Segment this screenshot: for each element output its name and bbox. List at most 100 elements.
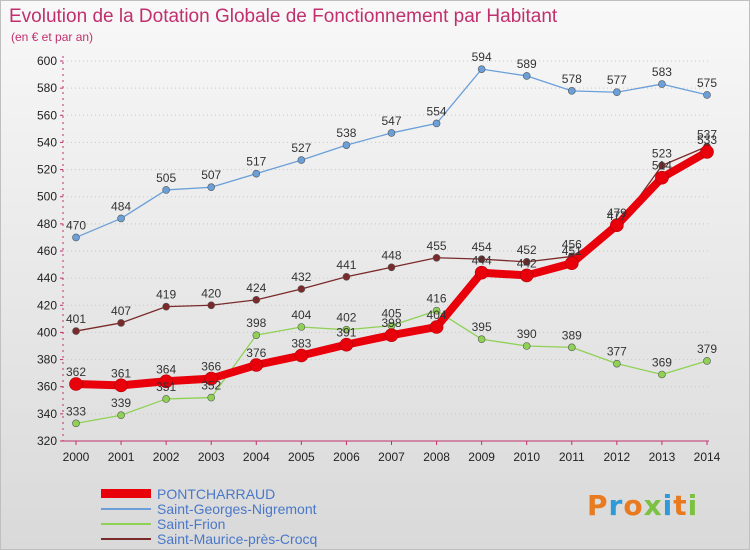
data-point xyxy=(658,161,666,170)
data-label: 589 xyxy=(517,57,537,71)
data-label: 507 xyxy=(201,168,221,182)
data-label: 389 xyxy=(562,328,582,342)
data-point xyxy=(703,91,711,99)
legend-item: Saint-Frion xyxy=(101,515,317,532)
data-point xyxy=(114,378,128,393)
y-tick-label: 500 xyxy=(37,190,57,204)
data-label: 369 xyxy=(652,356,672,370)
x-tick-label: 2001 xyxy=(108,450,135,464)
data-point xyxy=(522,342,531,350)
x-tick-label: 2002 xyxy=(153,450,180,464)
data-label: 444 xyxy=(472,254,492,268)
y-tick-label: 380 xyxy=(37,353,57,367)
data-label: 364 xyxy=(156,362,176,376)
data-point xyxy=(567,343,576,352)
data-point xyxy=(342,141,351,149)
data-point xyxy=(294,348,309,363)
data-label: 407 xyxy=(111,304,131,318)
data-label: 583 xyxy=(652,65,672,79)
data-label: 379 xyxy=(697,342,717,356)
data-label: 517 xyxy=(246,155,266,169)
y-tick-label: 480 xyxy=(37,217,57,231)
logo-letter: t xyxy=(673,489,688,522)
data-point xyxy=(252,169,261,178)
data-label: 577 xyxy=(607,73,627,87)
x-tick-label: 2005 xyxy=(288,450,315,464)
y-tick-label: 420 xyxy=(37,298,57,312)
legend-label: Saint-Maurice-près-Crocq xyxy=(157,530,318,547)
y-tick-label: 340 xyxy=(37,407,57,421)
data-point xyxy=(207,393,216,402)
data-label: 484 xyxy=(111,199,131,213)
y-tick-label: 600 xyxy=(37,54,57,68)
data-label: 352 xyxy=(201,379,221,393)
x-tick-label: 2000 xyxy=(63,450,90,464)
logo-letter: P xyxy=(587,489,609,522)
data-point xyxy=(613,359,621,368)
data-label: 398 xyxy=(381,316,401,330)
y-tick-label: 520 xyxy=(37,163,57,177)
legend-swatch xyxy=(101,489,151,498)
data-point xyxy=(207,301,216,310)
legend-label: PONTCHARRAUD xyxy=(157,485,276,502)
data-label: 537 xyxy=(697,128,717,142)
data-point xyxy=(297,156,306,164)
x-tick-label: 2006 xyxy=(333,450,360,464)
data-point xyxy=(342,272,351,281)
data-label: 451 xyxy=(562,244,582,258)
x-tick-label: 2012 xyxy=(604,450,631,464)
chart-legend: PONTCHARRAUD Saint-Georges-Nigremont Saint… xyxy=(101,485,318,547)
logo-letter: i xyxy=(662,489,674,522)
data-label: 533 xyxy=(697,133,717,147)
data-point xyxy=(204,371,219,386)
data-label: 404 xyxy=(291,308,311,322)
y-tick-label: 580 xyxy=(37,81,57,95)
data-point xyxy=(655,170,669,185)
data-label: 441 xyxy=(336,258,356,272)
data-point xyxy=(252,296,261,304)
data-point xyxy=(117,319,125,327)
data-point xyxy=(297,285,306,293)
data-label: 456 xyxy=(562,237,582,251)
data-point xyxy=(162,302,170,311)
legend-label: Saint-Georges-Nigremont xyxy=(157,500,317,517)
legend-label: Saint-Frion xyxy=(157,515,226,532)
data-label: 395 xyxy=(472,320,492,334)
data-label: 351 xyxy=(156,380,176,394)
legend-item: PONTCHARRAUD xyxy=(101,485,317,502)
data-label: 479 xyxy=(607,206,627,220)
x-tick-label: 2009 xyxy=(468,450,495,464)
data-label: 424 xyxy=(246,281,266,295)
data-point xyxy=(567,87,576,95)
data-label: 401 xyxy=(66,312,86,326)
legend-swatch xyxy=(101,537,151,540)
data-label: 594 xyxy=(472,50,492,64)
data-point xyxy=(613,88,621,97)
data-label: 514 xyxy=(652,159,672,173)
legend-item: Saint-Georges-Nigremont xyxy=(101,500,317,517)
x-tick-label: 2010 xyxy=(513,450,540,464)
data-label: 554 xyxy=(427,104,447,118)
data-label: 432 xyxy=(291,270,311,284)
data-label: 366 xyxy=(201,360,221,374)
data-point xyxy=(429,320,444,334)
data-point xyxy=(384,328,399,342)
data-point xyxy=(432,119,441,128)
data-point xyxy=(703,357,711,365)
data-point xyxy=(72,233,80,242)
data-point xyxy=(658,370,666,379)
logo-letter: i xyxy=(687,489,699,522)
data-label: 505 xyxy=(156,171,176,185)
data-point xyxy=(339,337,354,352)
data-point xyxy=(207,183,216,192)
data-label: 454 xyxy=(472,240,492,254)
data-point xyxy=(564,256,579,271)
x-tick-label: 2003 xyxy=(198,450,225,464)
data-point xyxy=(432,253,441,262)
data-label: 398 xyxy=(246,316,266,330)
x-tick-label: 2004 xyxy=(243,450,270,464)
data-label: 523 xyxy=(652,147,672,161)
data-label: 383 xyxy=(291,337,311,351)
data-point xyxy=(700,145,714,159)
data-point xyxy=(432,306,441,315)
